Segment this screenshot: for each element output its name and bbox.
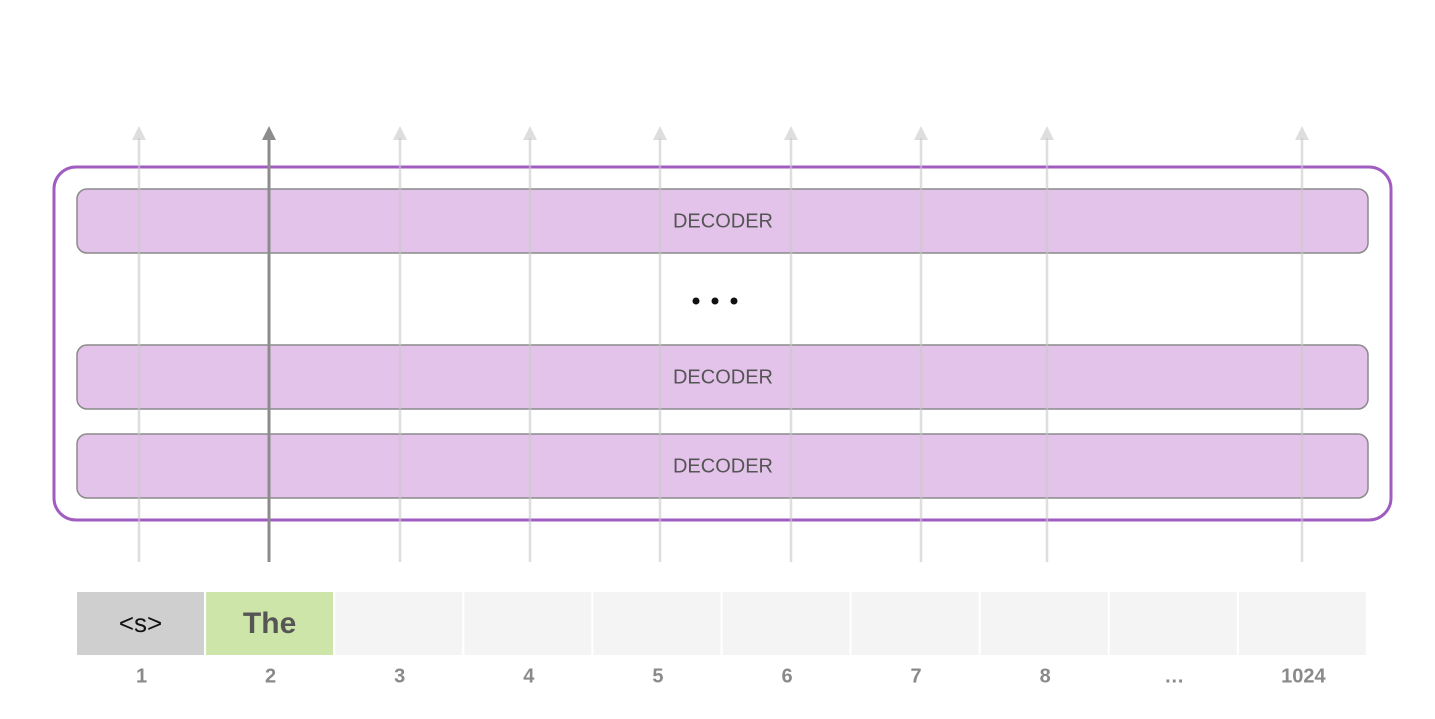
arrow-head [132,126,146,140]
position-label: 7 [911,665,922,687]
arrow-head [393,126,407,140]
arrow-head [262,126,276,140]
token-cell [77,592,204,655]
position-label: 4 [523,665,535,687]
arrow-head [653,126,667,140]
token-cell [335,592,463,655]
token-cell [722,592,850,655]
decoder-label: DECODER [673,366,773,388]
decoder-label: DECODER [673,455,773,477]
token-cell [464,592,592,655]
token-cell [1238,592,1366,655]
position-label: 2 [265,665,276,687]
ellipsis-dot [692,297,700,305]
ellipsis-dot [730,297,738,305]
token-cell [1109,592,1237,655]
ellipsis-dot [711,297,719,305]
position-label: 1024 [1281,665,1326,687]
position-label: 1 [136,665,147,687]
arrow-head [914,126,928,140]
token-cell [593,592,721,655]
token-cell [206,592,334,655]
token-text: The [243,607,296,640]
decoder-label: DECODER [673,210,773,232]
position-label: 5 [652,665,663,687]
arrow-head [784,126,798,140]
token-text: <s> [119,608,162,638]
position-label: 3 [394,665,405,687]
arrow-head [1295,126,1309,140]
arrow-head [523,126,537,140]
position-label: 8 [1040,665,1051,687]
position-label: 6 [781,665,792,687]
token-cell [980,592,1108,655]
token-cell [851,592,979,655]
position-label: … [1164,665,1184,687]
decoder-stack [52,165,1393,522]
arrow-head [1040,126,1054,140]
